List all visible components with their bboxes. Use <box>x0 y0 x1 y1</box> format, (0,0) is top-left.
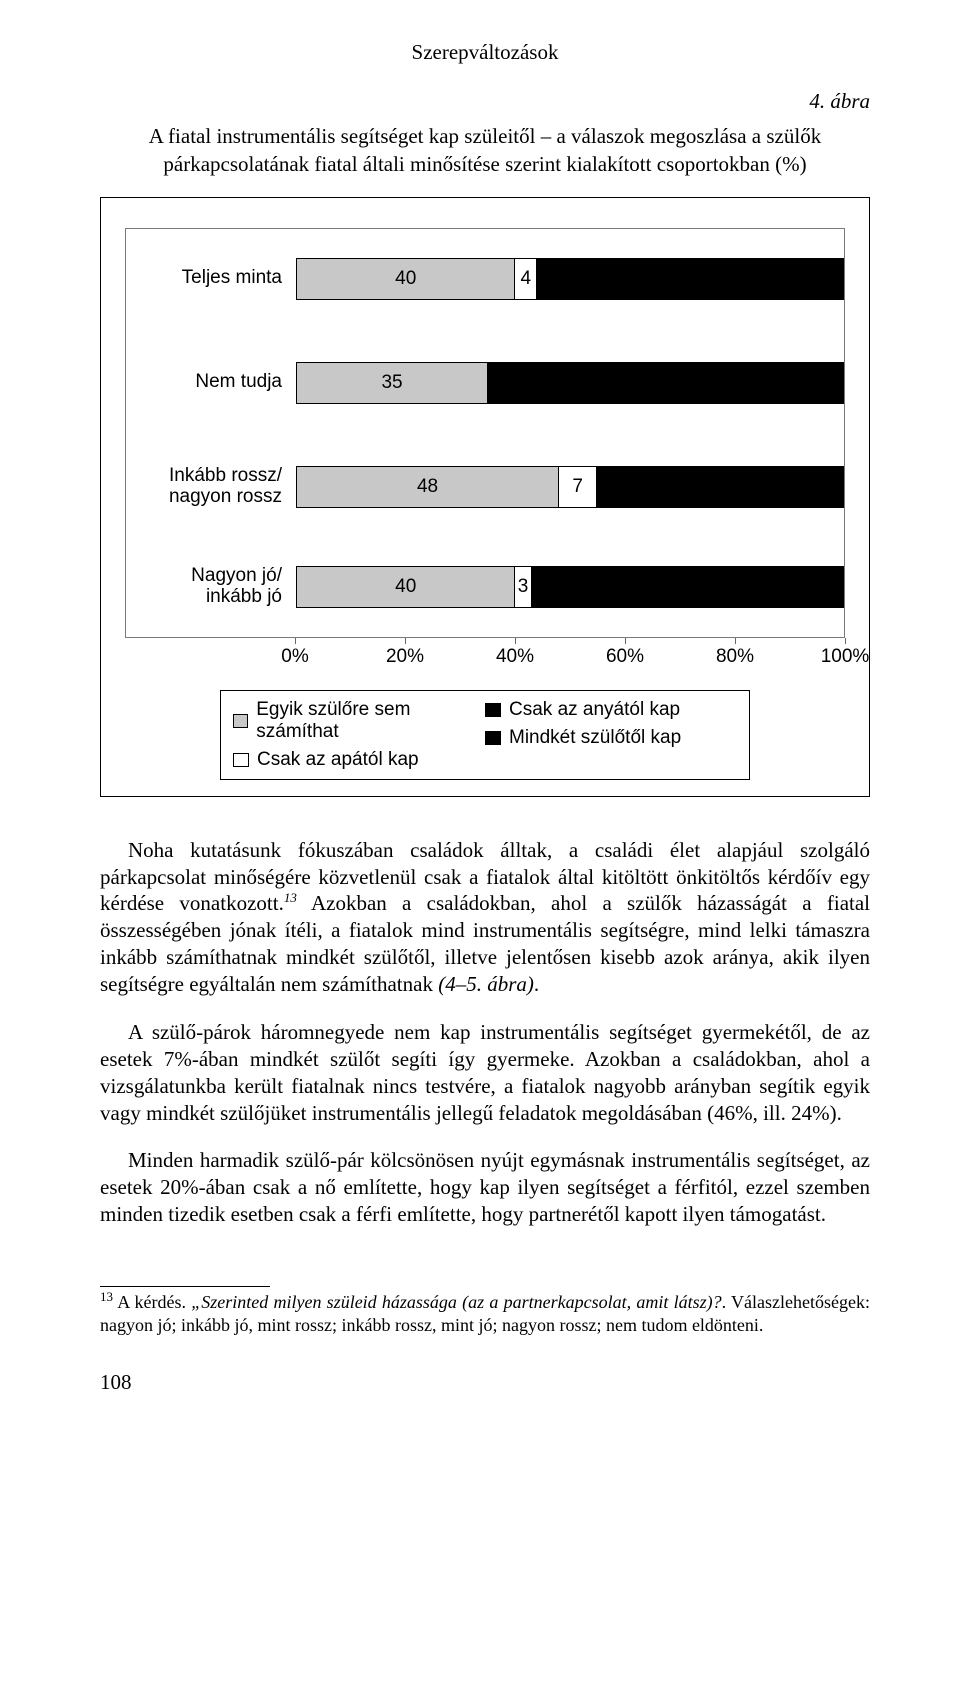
footnote-ref-13: 13 <box>284 890 297 905</box>
chart-plot: Teljes minta404Nem tudja35Inkább rossz/n… <box>125 228 845 638</box>
legend-item: Egyik szülőre sem számíthat <box>233 699 485 743</box>
stacked-bar: 35 <box>296 362 844 404</box>
x-tick <box>625 638 626 644</box>
stacked-bar: 404 <box>296 258 844 300</box>
bar-segment: 4 <box>515 259 537 299</box>
footnote-question: „Szerinted milyen szüleid házassága (az … <box>191 1292 721 1312</box>
x-tick-label: 100% <box>821 646 870 668</box>
legend-item: Mindkét szülőtől kap <box>485 727 737 749</box>
figure-label: 4. ábra <box>100 89 870 114</box>
bar-segment: 40 <box>297 567 515 607</box>
bar-segment: 35 <box>297 363 488 403</box>
bar-segment-remainder <box>532 567 843 607</box>
paragraph-2: A szülő-párok háromnegyede nem kap instr… <box>100 1019 870 1127</box>
paragraph-3: Minden harmadik szülő-pár kölcsönösen ny… <box>100 1147 870 1228</box>
para3-text: Minden harmadik szülő-pár kölcsönösen ny… <box>100 1148 870 1226</box>
footnote-13: 13 A kérdés. „Szerinted milyen szüleid h… <box>100 1291 870 1336</box>
stacked-bar: 403 <box>296 566 844 608</box>
chart-row: Nagyon jó/inkább jó403 <box>126 537 844 637</box>
paragraph-1: Noha kutatásunk fókuszában családok állt… <box>100 837 870 998</box>
legend-swatch <box>485 703 501 717</box>
x-tick <box>515 638 516 644</box>
para2-text: A szülő-párok háromnegyede nem kap instr… <box>100 1020 870 1125</box>
legend-swatch <box>233 753 249 767</box>
para1-figref: (4–5. ábra) <box>438 972 534 996</box>
bar-segment: 3 <box>515 567 531 607</box>
legend-item: Csak az anyától kap <box>485 699 737 721</box>
bar-segment: 40 <box>297 259 515 299</box>
footnote-text-a: A kérdés. <box>113 1292 191 1312</box>
chart-row: Teljes minta404 <box>126 229 844 329</box>
x-tick-label: 60% <box>606 646 644 668</box>
category-label: Inkább rossz/nagyon rossz <box>126 466 296 508</box>
legend-label: Csak az apától kap <box>257 749 419 771</box>
bar-segment-remainder <box>488 363 843 403</box>
bar-segment-remainder <box>597 467 843 507</box>
chart-container: Teljes minta404Nem tudja35Inkább rossz/n… <box>100 197 870 797</box>
category-label: Teljes minta <box>126 268 296 289</box>
x-tick-label: 40% <box>496 646 534 668</box>
x-tick-label: 20% <box>386 646 424 668</box>
para1-dot: . <box>534 972 539 996</box>
chart-row: Nem tudja35 <box>126 333 844 433</box>
category-label: Nem tudja <box>126 372 296 393</box>
stacked-bar: 487 <box>296 466 844 508</box>
chart-legend: Egyik szülőre sem számíthat Csak az apátó… <box>220 690 750 780</box>
footnote-separator <box>100 1286 270 1287</box>
legend-swatch <box>233 714 248 728</box>
legend-label: Egyik szülőre sem számíthat <box>256 699 485 743</box>
legend-label: Csak az anyától kap <box>509 699 680 721</box>
x-tick <box>845 638 846 644</box>
legend-swatch <box>485 731 501 745</box>
bar-segment: 48 <box>297 467 559 507</box>
x-tick-label: 0% <box>281 646 308 668</box>
x-tick <box>405 638 406 644</box>
x-tick <box>295 638 296 644</box>
bar-segment-remainder <box>537 259 843 299</box>
bar-segment: 7 <box>559 467 597 507</box>
category-label: Nagyon jó/inkább jó <box>126 566 296 608</box>
page-number: 108 <box>100 1370 870 1395</box>
footnote-num: 13 <box>100 1289 113 1304</box>
chart-row: Inkább rossz/nagyon rossz487 <box>126 437 844 537</box>
legend-label: Mindkét szülőtől kap <box>509 727 681 749</box>
chart-caption: A fiatal instrumentális segítséget kap s… <box>115 122 855 179</box>
x-axis: 0%20%40%60%80%100% <box>125 638 845 680</box>
page-header: Szerepváltozások <box>100 40 870 65</box>
x-tick-label: 80% <box>716 646 754 668</box>
legend-item: Csak az apától kap <box>233 749 485 771</box>
x-tick <box>735 638 736 644</box>
